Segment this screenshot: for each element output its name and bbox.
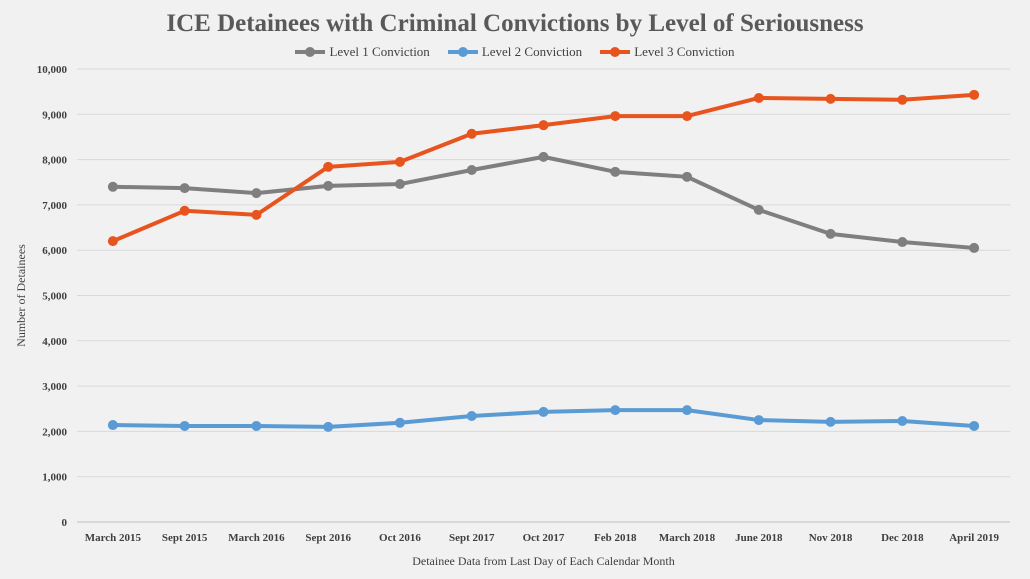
- legend-label: Level 2 Conviction: [481, 44, 583, 59]
- y-tick-label: 8,000: [42, 155, 67, 167]
- data-point: [179, 420, 190, 431]
- data-point: [179, 183, 190, 194]
- data-point: [251, 188, 262, 199]
- data-point: [538, 406, 549, 417]
- x-tick-label: March 2015: [85, 532, 142, 544]
- data-point: [394, 179, 405, 190]
- series-line: [112, 154, 975, 250]
- chart-title: ICE Detainees with Criminal Convictions …: [166, 10, 864, 37]
- data-point: [897, 94, 908, 105]
- legend-marker-icon: [600, 47, 631, 57]
- data-point: [682, 111, 693, 122]
- y-tick-label: 5,000: [42, 291, 67, 303]
- data-point: [825, 228, 836, 239]
- x-axis-label: Detainee Data from Last Day of Each Cale…: [412, 554, 675, 568]
- data-point: [753, 415, 764, 426]
- legend-label: Level 1 Conviction: [329, 44, 430, 59]
- data-point: [251, 420, 262, 431]
- data-point: [179, 205, 190, 216]
- legend-item: Level 2 Conviction: [447, 44, 583, 60]
- legend-item: Level 1 Conviction: [295, 44, 430, 60]
- y-tick-label: 0: [62, 517, 68, 529]
- series-3: [107, 89, 980, 247]
- data-point: [825, 416, 836, 427]
- data-point: [394, 417, 405, 428]
- x-tick-label: March 2016: [228, 532, 285, 544]
- x-tick-label: Dec 2018: [881, 532, 924, 544]
- data-point: [682, 171, 693, 182]
- data-point: [107, 236, 118, 247]
- data-point: [753, 204, 764, 215]
- data-point: [610, 111, 621, 122]
- data-point: [538, 120, 549, 131]
- legend-label: Level 3 Conviction: [634, 44, 735, 59]
- data-point: [682, 405, 693, 416]
- data-point: [466, 165, 477, 176]
- data-point: [394, 156, 405, 167]
- data-point: [107, 181, 118, 192]
- y-tick-label: 10,000: [37, 64, 68, 76]
- x-tick-label: June 2018: [735, 532, 783, 544]
- data-point: [323, 161, 334, 172]
- legend-item: Level 3 Conviction: [600, 44, 735, 60]
- data-point: [897, 237, 908, 248]
- x-tick-label: Oct 2016: [379, 532, 421, 544]
- data-point: [466, 410, 477, 421]
- data-point: [753, 92, 764, 103]
- data-point: [323, 180, 334, 191]
- data-point: [610, 166, 621, 177]
- y-tick-label: 9,000: [42, 109, 67, 121]
- data-point: [897, 415, 908, 426]
- data-point: [969, 89, 980, 100]
- x-tick-label: Nov 2018: [809, 532, 853, 544]
- y-tick-label: 3,000: [42, 381, 67, 393]
- y-tick-label: 2,000: [42, 426, 67, 438]
- series-2: [107, 405, 980, 432]
- x-tick-label: April 2019: [949, 532, 999, 544]
- legend-marker-icon: [447, 47, 478, 57]
- x-tick-label: Sept 2015: [162, 532, 208, 544]
- data-point: [466, 128, 477, 139]
- data-point: [251, 209, 262, 220]
- series-line: [112, 92, 975, 243]
- data-point: [538, 151, 549, 162]
- series-1: [107, 151, 980, 253]
- data-point: [969, 242, 980, 253]
- y-tick-label: 4,000: [42, 336, 67, 348]
- x-tick-label: Oct 2017: [523, 532, 565, 544]
- x-tick-label: Sept 2017: [449, 532, 495, 544]
- x-tick-label: Feb 2018: [594, 532, 637, 544]
- y-tick-label: 7,000: [42, 200, 67, 212]
- data-point: [610, 405, 621, 416]
- y-tick-label: 1,000: [42, 472, 67, 484]
- data-point: [825, 93, 836, 104]
- legend: Level 1 Conviction Level 2 Conviction Leve…: [0, 44, 1030, 60]
- y-tick-label: 6,000: [42, 245, 67, 257]
- data-point: [969, 420, 980, 431]
- data-point: [107, 420, 118, 431]
- x-tick-label: Sept 2016: [305, 532, 351, 544]
- x-tick-label: March 2018: [659, 532, 716, 544]
- y-axis-label: Number of Detainees: [14, 244, 28, 347]
- legend-marker-icon: [295, 47, 326, 57]
- data-point: [323, 421, 334, 432]
